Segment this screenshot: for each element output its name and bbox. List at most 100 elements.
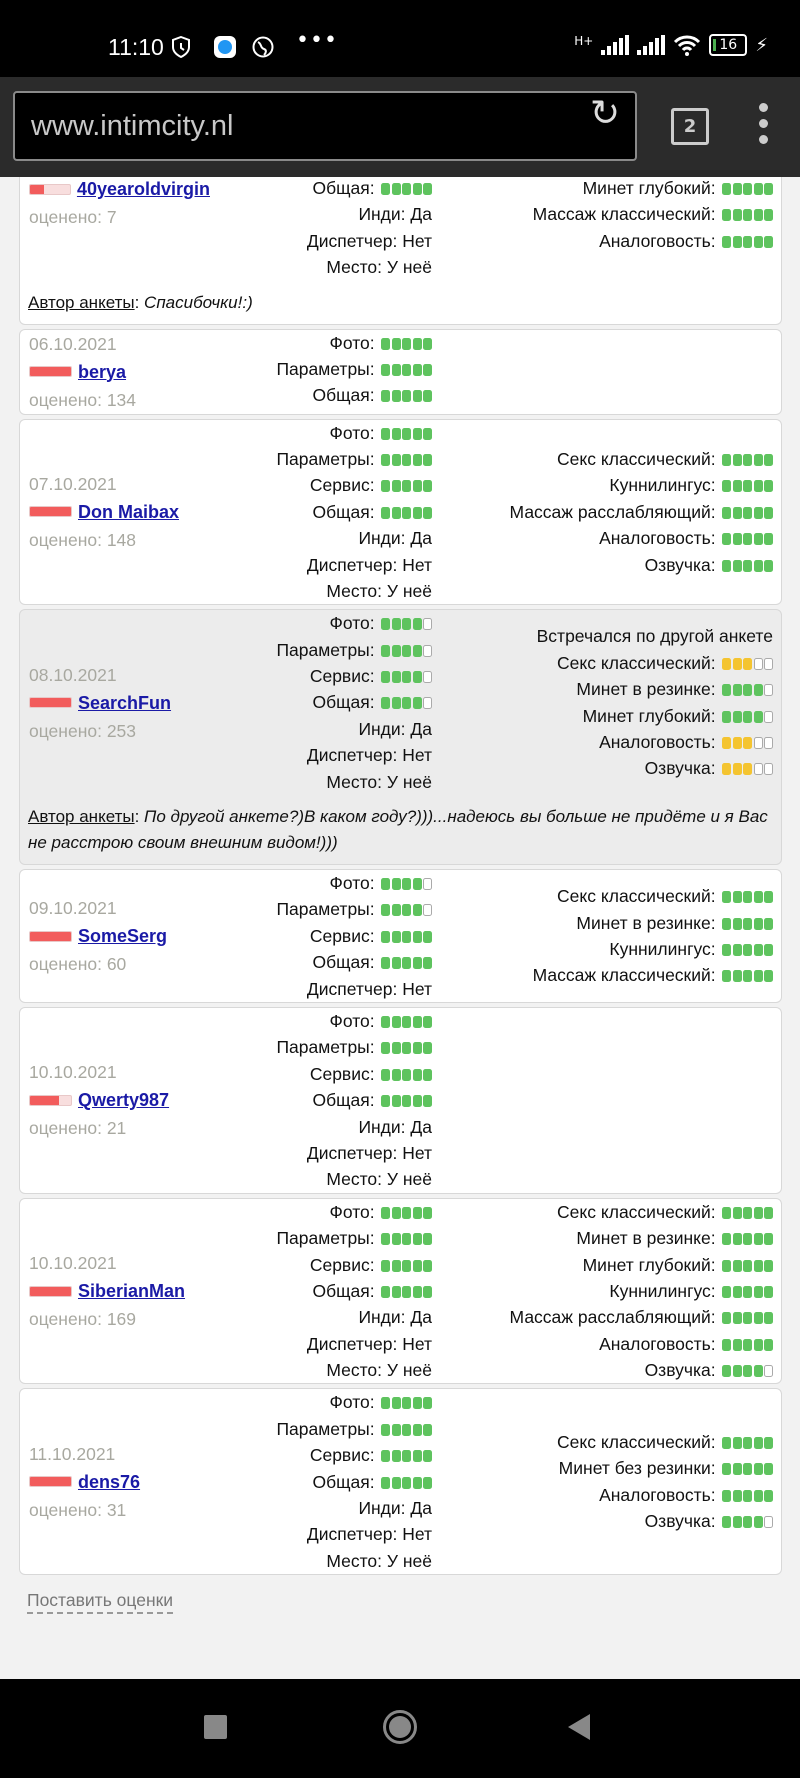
rating-square-filled (722, 1233, 731, 1246)
signal-icon (637, 35, 666, 55)
reputation-fill (30, 1095, 59, 1105)
reputation-bar (29, 1476, 72, 1488)
reviewer-info: 40yearoldvirgin оценено: 7 (28, 177, 210, 281)
rating-label: Сервис (309, 1063, 370, 1084)
rated-label: оценено: (29, 1118, 102, 1139)
rating-square-filled (732, 1365, 742, 1378)
rating-row: Диспетчер: Нет (306, 978, 432, 999)
rating-label: Место (326, 1169, 378, 1190)
rating-squares (721, 475, 773, 495)
rating-square-filled (423, 1476, 432, 1489)
main-ratings: Фото: Параметры: Сервис: Общая: Инди: Да… (210, 1199, 432, 1384)
rating-square-filled (391, 363, 401, 376)
service-rating-row: Секс классический: (432, 1429, 773, 1455)
rating-row: Фото: (210, 870, 432, 896)
rating-row: Фото: (210, 1008, 432, 1034)
rating-squares (380, 692, 432, 712)
rating-square-filled (381, 183, 390, 195)
rating-square-filled (753, 1312, 763, 1325)
rating-squares (721, 965, 773, 985)
rating-square-filled (722, 559, 731, 572)
rating-label: Общая (312, 1090, 370, 1111)
rating-square-filled (391, 904, 401, 917)
rating-square-empty (423, 644, 432, 657)
menu-dots-icon[interactable] (755, 103, 771, 151)
rating-square-filled (764, 559, 773, 572)
rating-square-filled (743, 1312, 752, 1325)
reviewer: 40yearoldvirgin (29, 177, 210, 203)
rating-label: Инди (358, 1116, 401, 1137)
reviewer: Don Maibax (29, 498, 210, 526)
reviewer-link[interactable]: 40yearoldvirgin (76, 179, 210, 199)
rating-square-filled (722, 657, 731, 670)
rating-square-filled (753, 891, 763, 904)
rating-square-filled (423, 1015, 432, 1028)
reviewer-link[interactable]: dens76 (78, 1471, 141, 1492)
rating-label: Диспетчер (306, 978, 393, 999)
rating-label: Фото (329, 422, 370, 443)
rating-square-filled (412, 1259, 422, 1272)
back-icon[interactable] (568, 1714, 590, 1740)
rating-square-filled (402, 427, 411, 440)
reload-icon[interactable]: ↻ (590, 93, 621, 134)
rating-squares (721, 1281, 773, 1301)
rating-square-filled (412, 930, 422, 943)
rating-square-filled (732, 1463, 742, 1476)
service-rating-row: Минет глубокий: (432, 177, 773, 201)
rating-square-filled (391, 1450, 401, 1463)
rating-square-filled (732, 1233, 742, 1246)
rating-label: Диспетчер (306, 1524, 393, 1545)
rating-square-filled (391, 1042, 401, 1055)
review-card: 08.10.2021 SearchFun оценено: 253 Фото: Пар… (19, 609, 782, 866)
rating-square-filled (381, 1015, 390, 1028)
rating-square-empty (764, 657, 773, 670)
rating-row: Параметры: (210, 896, 432, 922)
rating-value: Да (410, 718, 432, 739)
reviewer-link[interactable]: berya (78, 361, 127, 382)
tab-switcher-button[interactable]: 2 (671, 108, 709, 145)
rating-row: Место: У неё (326, 1169, 432, 1190)
recents-icon[interactable] (204, 1715, 227, 1739)
rating-square-filled (722, 533, 731, 546)
reputation-bar (29, 1285, 72, 1297)
reputation-fill (30, 184, 44, 194)
rating-square-filled (732, 657, 742, 670)
rating-label: Озвучка (644, 1511, 711, 1532)
rating-square-filled (402, 1285, 411, 1298)
rating-square-empty (423, 878, 432, 891)
rating-square-filled (412, 1423, 422, 1436)
rating-label: Инди (358, 204, 401, 225)
rating-row: Сервис: (210, 472, 432, 498)
rating-label: Параметры (276, 899, 370, 920)
rating-row: Параметры: (210, 1034, 432, 1060)
rating-square-filled (423, 1095, 432, 1108)
rate-link[interactable]: Поставить оценки (27, 1588, 174, 1615)
rating-squares (721, 1255, 773, 1275)
rating-square-filled (391, 1068, 401, 1081)
reviewer-link[interactable]: SearchFun (78, 692, 172, 713)
rating-label: Секс классический (557, 448, 711, 469)
rating-squares (721, 732, 773, 752)
rating-square-filled (732, 235, 742, 248)
battery-icon: 16 (709, 34, 748, 56)
review-body: 09.10.2021 SomeSerg оценено: 60 Фото: Парам… (28, 870, 773, 1002)
rating-square-filled (732, 710, 742, 723)
rating-square-filled (722, 763, 731, 776)
service-rating-row: Массаж классический: (432, 201, 773, 227)
rating-label: Куннилингус (609, 475, 711, 496)
reviewer-link[interactable]: SomeSerg (78, 926, 168, 946)
home-icon[interactable] (383, 1710, 417, 1744)
rated-count: оценено: 148 (29, 526, 210, 554)
reviewer-link[interactable]: Don Maibax (78, 501, 180, 522)
rating-square-filled (753, 1259, 763, 1272)
reviewer-link[interactable]: Qwerty987 (78, 1090, 170, 1111)
rating-square-filled (743, 480, 752, 493)
url-bar[interactable]: www.intimcity.nl (13, 91, 637, 161)
reviewer-link[interactable]: SiberianMan (78, 1281, 186, 1302)
author-comment-text: По другой анкете?)В каком году?)))...над… (28, 807, 768, 853)
rating-row: Параметры: (210, 637, 432, 663)
rating-square-filled (732, 944, 742, 956)
rating-value: У неё (386, 1360, 432, 1381)
rating-square-filled (423, 1397, 432, 1410)
author-comment: Автор анкеты: Спасибочки!:) (28, 292, 253, 312)
